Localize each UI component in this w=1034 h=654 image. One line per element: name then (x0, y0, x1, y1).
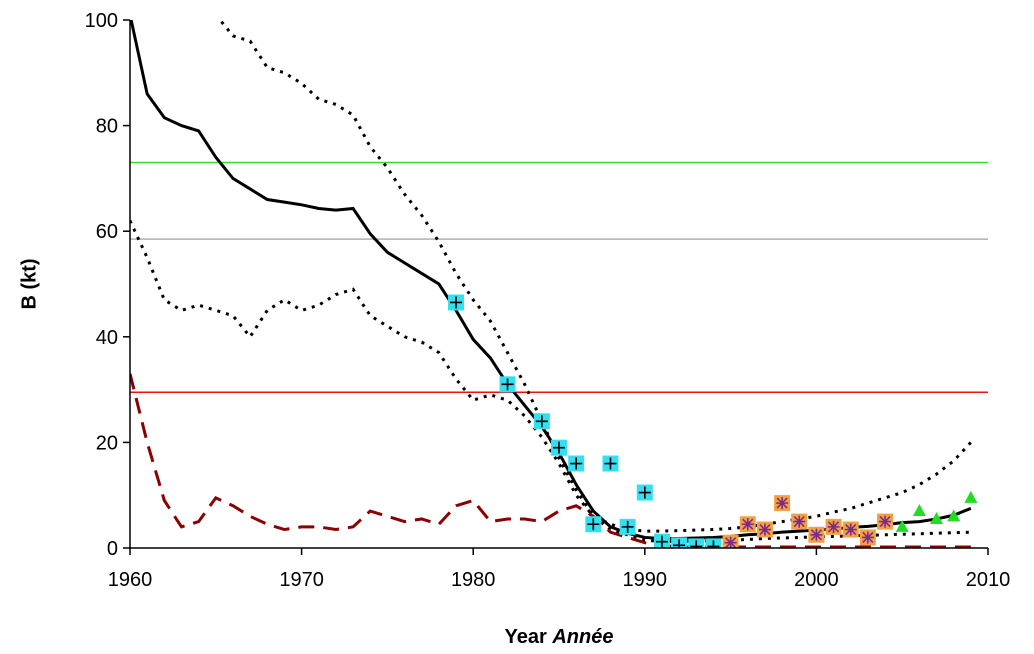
marker-plus (621, 520, 634, 533)
data-point (636, 484, 653, 501)
x-tick-label: 1970 (279, 569, 324, 591)
data-point (930, 511, 944, 524)
marker-triangle (912, 504, 926, 517)
marker-plus (638, 486, 651, 499)
marker-plus (690, 540, 703, 548)
data-point (602, 455, 619, 472)
data-point (671, 537, 688, 548)
marker-plus (553, 441, 565, 454)
data-point (653, 533, 670, 548)
data-point (722, 534, 739, 548)
marker-plus (501, 378, 514, 391)
x-axis-title: Year Année (505, 626, 614, 648)
plot-area (130, 20, 988, 548)
marker-plus (604, 457, 617, 470)
marker-plus (707, 540, 720, 548)
data-point (808, 526, 825, 543)
x-tick-label: 1960 (108, 569, 153, 591)
data-point (842, 521, 859, 538)
x-tick-label: 1990 (623, 569, 668, 591)
marker-cross (776, 497, 788, 509)
y-tick-label: 20 (96, 432, 118, 454)
marker-cross (810, 529, 822, 541)
series-line (218, 20, 972, 533)
marker-plus (673, 539, 686, 548)
x-axis-title-en: Year (505, 626, 547, 648)
y-tick-label: 60 (96, 221, 118, 243)
y-tick-label: 0 (107, 538, 118, 560)
marker-cross (862, 531, 874, 544)
marker-cross (742, 518, 754, 530)
data-point (448, 294, 465, 311)
marker-plus (535, 415, 548, 428)
marker-cross (879, 516, 891, 528)
data-point (912, 504, 926, 517)
data-point (895, 519, 909, 532)
marker-cross (793, 516, 805, 528)
data-point (533, 413, 550, 430)
marker-cross (725, 537, 737, 548)
data-point (756, 521, 773, 538)
marker-cross (845, 523, 857, 536)
marker-triangle (964, 490, 978, 503)
series-line (130, 373, 971, 548)
y-tick-label: 80 (96, 116, 118, 138)
x-axis-title-fr: Année (551, 626, 613, 648)
x-tick-label: 2010 (966, 569, 1011, 591)
data-point (705, 538, 722, 548)
marker-triangle (895, 519, 909, 532)
data-point (877, 513, 894, 530)
x-tick-label: 2000 (794, 569, 839, 591)
y-tick-label: 40 (96, 327, 118, 349)
y-axis-title: B (kt) (18, 258, 40, 309)
data-point (774, 495, 791, 512)
marker-cross (759, 523, 771, 536)
marker-plus (570, 457, 583, 470)
data-point (688, 538, 705, 548)
data-point (825, 518, 842, 535)
data-point (551, 439, 567, 456)
data-point (947, 509, 961, 522)
marker-plus (655, 535, 668, 548)
marker-triangle (947, 509, 961, 522)
data-point (619, 518, 636, 535)
data-point (859, 529, 876, 546)
y-tick-label: 100 (85, 10, 118, 32)
series-line (130, 220, 971, 544)
marker-plus (450, 296, 463, 309)
series-line (130, 20, 972, 540)
data-point (739, 516, 756, 533)
data-point (964, 490, 978, 503)
data-point (791, 513, 808, 530)
marker-triangle (930, 511, 944, 524)
marker-plus (587, 518, 600, 531)
data-point (568, 455, 585, 472)
marker-cross (827, 521, 840, 533)
data-point (499, 376, 516, 393)
data-point (585, 516, 602, 533)
x-tick-label: 1980 (451, 569, 496, 591)
